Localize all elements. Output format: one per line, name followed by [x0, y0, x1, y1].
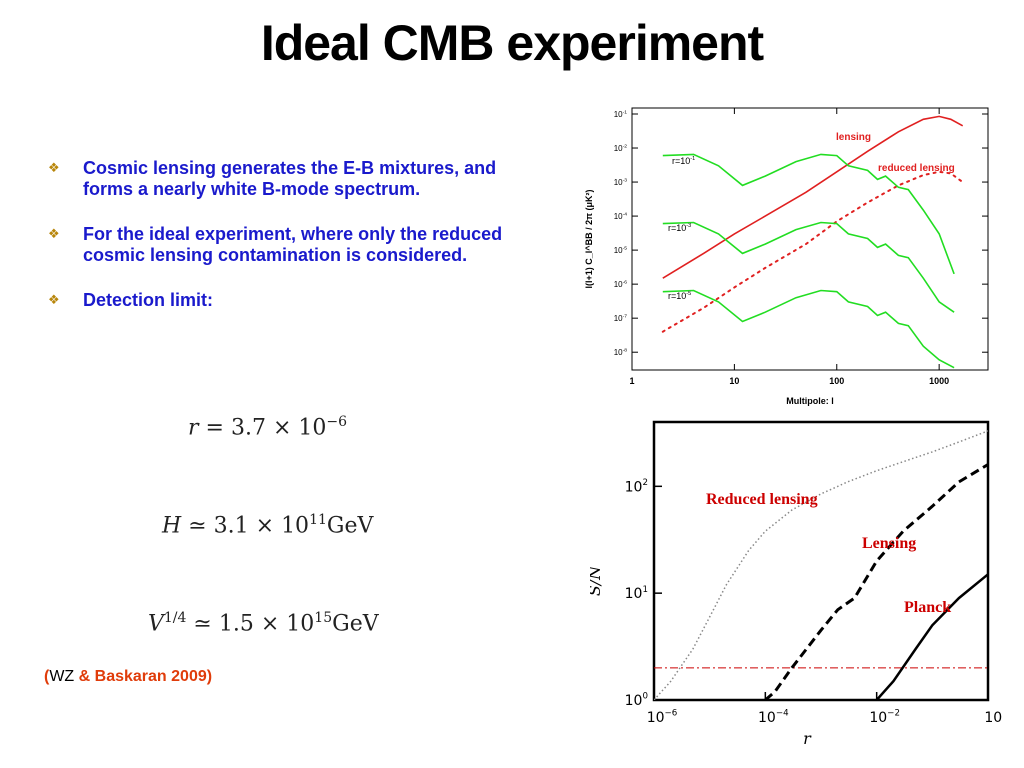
series-line-1 [661, 170, 964, 333]
eq-mantissa: 3.7 [230, 415, 266, 441]
series-line-2 [875, 573, 988, 700]
eq-lhs: V [148, 611, 164, 637]
eq-lhs: r [188, 415, 199, 441]
y-tick-label: 10-3 [614, 177, 628, 187]
series-line-0 [654, 430, 988, 700]
bullet-item: ❖ For the ideal experiment, where only t… [48, 224, 508, 266]
series-line-2 [662, 153, 955, 275]
eq-base: 10 [298, 415, 327, 441]
series-line-4 [662, 289, 955, 369]
eq-exp: 15 [314, 610, 333, 626]
series-label-reduced-lensing: reduced lensing [878, 163, 955, 174]
x-tick-label: 10 [729, 376, 739, 386]
diamond-bullet-icon: ❖ [48, 227, 60, 242]
series-line-0 [662, 115, 964, 279]
eq-exp: −6 [326, 414, 348, 430]
eq-times: × [260, 611, 280, 637]
bb-spectrum-chart: 1 10 100 1000 10-1 10-2 10-3 10-4 10-5 10-6 10-7 10… [584, 107, 989, 406]
bullet-text: For the ideal experiment, where only the… [83, 224, 503, 265]
y-tick-label: 10-5 [614, 246, 628, 256]
y-tick-label: 10-1 [614, 109, 628, 119]
eq-exp: 11 [309, 512, 327, 528]
eq-times: × [255, 513, 275, 539]
eq-base: 10 [281, 513, 310, 539]
x-tick-label: 10−2 [869, 709, 900, 726]
x-tick-label: 100 [984, 709, 1002, 726]
slide-title: Ideal CMB experiment [260, 15, 764, 71]
plot-frame [652, 420, 990, 702]
eq-lhs-exp: 1/4 [163, 610, 187, 626]
y-tick-label: 10-4 [614, 211, 628, 221]
plot-frame [631, 107, 989, 371]
diamond-bullet-icon: ❖ [48, 161, 60, 176]
eq-mantissa: 1.5 [218, 611, 254, 637]
diamond-bullet-icon: ❖ [48, 293, 60, 308]
sn-chart: 10−6 10−4 10−2 100 100 101 102 r S/N Reduced lens… [590, 420, 1002, 748]
plot-area [654, 430, 988, 700]
x-tick-label: 10−4 [758, 709, 789, 726]
eq-mantissa: 3.1 [213, 513, 249, 539]
y-tick-label: 10-8 [614, 348, 628, 358]
equation-v: V1/4 ≃ 1.5 × 1015GeV [148, 610, 379, 636]
y-tick-label: 100 [625, 692, 648, 709]
x-tick-label: 1000 [929, 376, 949, 386]
citation-rest: & Baskaran 2009) [74, 668, 213, 685]
y-tick-label: 102 [625, 478, 648, 495]
series-label-1: Lensing [862, 535, 916, 552]
series-label-r: r=10-5 [668, 291, 691, 301]
series-label-r: r=10-1 [672, 156, 695, 166]
bullet-text: Detection limit: [83, 290, 214, 310]
series-label-r: r=10-3 [668, 223, 691, 233]
x-axis-label: Multipole: l [786, 396, 834, 406]
y-axis-label: S/N [590, 565, 604, 596]
series-line-1 [764, 463, 988, 700]
x-tick-label: 100 [829, 376, 844, 386]
bullet-list: ❖ Cosmic lensing generates the E-B mixtu… [48, 158, 508, 335]
y-axis-label: l(l+1) C_l^BB / 2π (μK²) [584, 190, 594, 289]
series-label-2: Planck [904, 599, 951, 616]
bullet-item: ❖ Detection limit: [48, 290, 508, 311]
eq-rel: = [205, 415, 224, 441]
x-axis-label: r [803, 729, 812, 748]
eq-rel: ≃ [188, 513, 207, 539]
eq-times: × [272, 415, 292, 441]
eq-base: 10 [286, 611, 315, 637]
x-tick-label: 1 [629, 376, 634, 386]
eq-lhs: H [162, 513, 182, 539]
citation: (WZ & Baskaran 2009) [44, 668, 212, 686]
citation-author: WZ [49, 668, 75, 685]
y-tick-label: 10-6 [614, 280, 628, 290]
citation-open: ( [44, 668, 50, 685]
equation-h: H ≃ 3.1 × 1011GeV [162, 512, 373, 538]
eq-unit: GeV [326, 513, 374, 539]
eq-rel: ≃ [193, 611, 212, 637]
eq-unit: GeV [332, 611, 379, 637]
bullet-item: ❖ Cosmic lensing generates the E-B mixtu… [48, 158, 508, 200]
x-tick-label: 10−6 [647, 709, 678, 726]
equation-r: r = 3.7 × 10−6 [188, 414, 347, 440]
bullet-text: Cosmic lensing generates the E-B mixture… [83, 158, 497, 199]
series-label-lensing: lensing [836, 132, 871, 143]
y-tick-label: 101 [625, 585, 648, 602]
y-tick-label: 10-7 [614, 314, 628, 324]
series-line-3 [662, 221, 955, 313]
y-tick-label: 10-2 [614, 143, 628, 153]
series-label-0: Reduced lensing [706, 491, 818, 508]
